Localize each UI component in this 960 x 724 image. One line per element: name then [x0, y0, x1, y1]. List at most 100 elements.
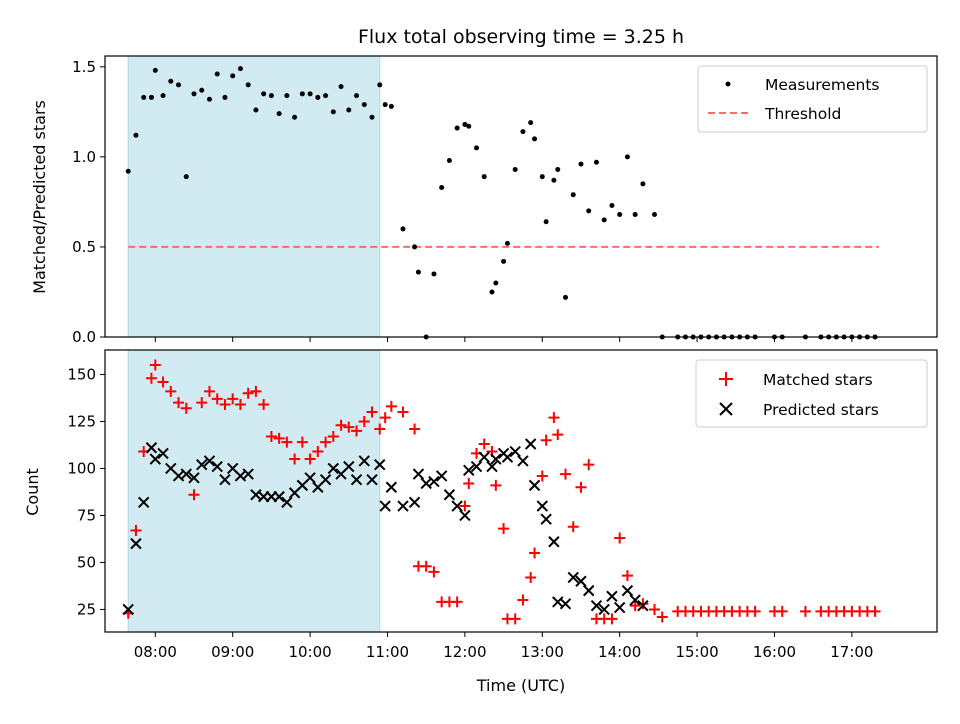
observing-interval-shade: [127, 349, 381, 633]
predicted-star-point: [509, 445, 521, 458]
predicted-star-point: [443, 489, 456, 501]
measurement-point: [214, 71, 220, 77]
y-tick-label: 125: [67, 412, 96, 430]
measurement-point: [307, 91, 313, 97]
y-tick-label: 1.5: [72, 58, 96, 76]
predicted-star-point: [157, 447, 169, 460]
matched-star-point: [312, 446, 324, 458]
matched-star-point: [173, 397, 185, 409]
measurement-point: [617, 212, 623, 218]
plot-frame-top: [104, 55, 938, 338]
legend-top: Measurements Threshold: [697, 65, 928, 133]
matched-star-point: [552, 429, 564, 441]
matched-star-point: [343, 421, 355, 433]
legend-frame: [697, 65, 928, 133]
y-axis-label-ratio: Matched/Predicted stars: [30, 100, 49, 294]
legend-label-predicted: Predicted stars: [763, 401, 879, 419]
matched-star-point: [196, 397, 208, 409]
predicted-star-point: [211, 460, 223, 473]
measurement-point: [338, 84, 344, 90]
predicted-star-point: [428, 475, 440, 488]
measurement-point: [593, 159, 599, 165]
measurement-point: [652, 212, 658, 218]
chart-title: Flux total observing time = 3.25 h: [358, 26, 684, 48]
measurement-point: [412, 244, 418, 250]
predicted-star-point: [548, 536, 560, 548]
measurement-point: [292, 114, 298, 120]
predicted-star-point: [137, 496, 150, 508]
measurement-point: [253, 107, 259, 113]
matched-star-point: [567, 521, 579, 533]
predicted-star-point: [397, 500, 409, 512]
measurement-point: [237, 66, 243, 72]
matched-star-point: [180, 402, 192, 414]
measurement-point: [439, 184, 445, 190]
matched-star-point: [621, 570, 633, 582]
matched-star-point: [529, 547, 541, 559]
matched-star-point: [409, 423, 421, 435]
measurement-point: [543, 219, 549, 225]
measurement-point: [586, 208, 592, 214]
matched-star-point: [304, 453, 316, 465]
measurement-point: [570, 192, 576, 198]
matched-star-point: [320, 436, 332, 448]
predicted-star-point: [486, 460, 498, 473]
matched-star-point: [211, 393, 223, 405]
x-tick-label: 12:00: [443, 643, 486, 661]
measurement-point: [141, 94, 147, 100]
y-axis-label-count: Count: [23, 468, 42, 516]
x-tick-label: 09:00: [211, 643, 254, 661]
predicted-star-point: [575, 575, 587, 587]
measurement-point: [361, 102, 367, 108]
measurement-point: [346, 107, 352, 113]
measurement-point: [501, 258, 507, 264]
legend-label-matched: Matched stars: [763, 371, 873, 389]
measurement-point: [415, 269, 421, 275]
predicted-star-point: [451, 500, 463, 512]
predicted-star-point: [478, 451, 490, 463]
legend-marker-predicted: [719, 402, 733, 416]
matched-star-point: [397, 406, 409, 418]
measurement-point: [528, 120, 534, 126]
predicted-star-point: [463, 464, 475, 477]
predicted-star-point: [319, 474, 332, 486]
predicted-star-point: [524, 438, 537, 450]
x-tick-label: 17:00: [830, 643, 873, 661]
predicted-star-point: [242, 468, 254, 480]
y-tick-label: 75: [77, 506, 96, 524]
predicted-star-point: [567, 571, 579, 584]
measurement-point: [199, 87, 205, 93]
measurement-point: [539, 174, 545, 180]
matched-star-point: [258, 399, 270, 411]
matched-star-point: [188, 489, 200, 501]
matched-star-point: [234, 399, 246, 411]
panel-ratio: 0.0 0.5 1.0 1.5 Matched/Predicted stars Mea…: [30, 55, 938, 346]
matched-star-point: [273, 432, 285, 444]
predicted-star-point: [358, 455, 370, 467]
matched-star-point: [869, 605, 881, 617]
predicted-star-point: [459, 509, 471, 522]
measurement-point: [382, 102, 388, 108]
matched-star-point: [265, 430, 277, 442]
predicted-star-point: [637, 599, 649, 612]
matched-star-point: [242, 387, 254, 399]
measurement-point: [454, 125, 460, 131]
matched-star-point: [335, 419, 347, 431]
measurement-point: [230, 73, 236, 79]
matched-star-point: [459, 500, 471, 512]
predicted-star-point: [598, 603, 610, 616]
matched-star-point: [374, 423, 386, 435]
predicted-star-point: [188, 472, 200, 484]
measurement-point: [504, 240, 510, 246]
measurement-point: [245, 82, 251, 88]
measurement-point: [563, 294, 569, 300]
y-tick-label: 100: [67, 459, 96, 477]
matched-star-point: [463, 477, 475, 489]
predicted-star-point: [621, 584, 634, 597]
measurement-point: [133, 132, 139, 138]
plot-frame-bottom: [104, 349, 938, 633]
predicted-star-point: [366, 474, 378, 486]
x-tick-label: 08:00: [134, 643, 177, 661]
matched-star-point: [749, 605, 761, 617]
measurement-point: [601, 217, 607, 223]
